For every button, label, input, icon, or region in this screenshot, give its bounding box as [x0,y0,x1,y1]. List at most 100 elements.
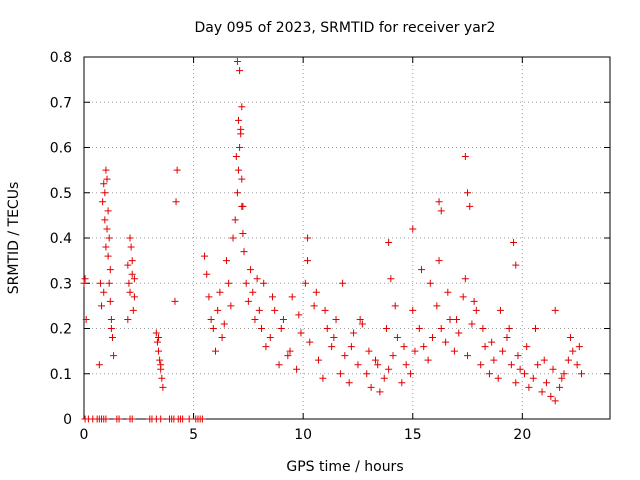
data-point [332,315,340,323]
data-point [479,325,487,332]
data-point [304,234,312,242]
data-point [293,365,301,373]
data-point [240,248,248,256]
data-point [271,306,279,314]
data-point [380,374,388,382]
data-point [374,361,382,369]
y-tick-label: 0.1 [50,367,72,383]
data-point [516,365,524,373]
data-point [490,356,498,364]
data-point [472,306,480,314]
data-point [239,202,247,210]
data-point [304,257,312,265]
x-axis-label: GPS time / hours [286,459,403,475]
data-point [481,343,489,351]
data-point [105,279,113,287]
data-point [124,261,132,269]
data-point [236,144,244,151]
data-point [268,293,276,301]
data-point [468,320,476,328]
data-point [110,352,118,360]
data-point [209,325,217,332]
data-point [103,225,111,233]
data-point [220,320,228,328]
data-point [236,67,244,75]
data-point [503,334,511,342]
data-point [260,279,268,287]
data-point [214,306,222,314]
data-point [102,415,110,423]
data-point [179,415,187,423]
data-point [551,306,559,314]
data-point [450,347,458,355]
data-point [222,257,230,265]
data-point [101,216,109,224]
data-point [569,347,577,355]
data-point [101,189,109,197]
data-point [356,315,364,323]
data-point [205,293,213,301]
data-point [494,374,502,382]
x-tick-label: 0 [80,427,89,443]
data-point [102,243,110,251]
x-tick-label: 10 [294,427,312,443]
data-point [207,315,215,323]
data-point [534,361,542,369]
data-point [453,315,461,323]
data-point [255,306,263,314]
data-point [128,257,136,265]
data-point [198,415,206,423]
data-point [387,275,395,283]
data-point [158,374,166,382]
data-point [420,343,428,351]
data-point [461,153,469,161]
data-point [505,325,513,332]
data-point [238,175,246,183]
data-point [523,343,531,351]
data-point [306,338,314,346]
data-point [428,334,436,342]
data-point [130,293,138,301]
data-point [560,370,568,378]
data-point [229,234,237,242]
x-tick-label: 20 [513,427,531,443]
data-point [275,361,283,369]
data-point [437,207,445,215]
y-tick-label: 0.6 [50,141,72,157]
data-point [98,302,106,310]
data-point [418,266,426,274]
data-point [100,180,108,188]
data-point [100,288,108,296]
data-point [347,343,355,351]
data-point [108,334,116,342]
data-point [266,334,274,342]
data-point [242,279,250,287]
data-point [99,198,107,206]
data-point [235,116,243,124]
data-point [382,325,390,332]
data-point [556,383,564,391]
data-point [444,288,452,296]
data-point [393,334,401,342]
data-point [549,365,557,373]
data-point [115,415,123,423]
data-point [455,329,463,337]
data-point [521,370,529,378]
data-point [531,325,539,332]
data-point [127,243,135,251]
data-point [80,279,88,287]
data-point [185,415,193,423]
data-point [239,229,247,237]
data-point [385,239,393,247]
data-point [212,347,219,355]
data-point [547,392,555,400]
data-point [96,279,104,287]
data-point [233,189,241,197]
data-point [277,325,285,332]
data-point [578,370,586,378]
data-point [350,329,358,337]
y-tick-label: 0.8 [50,50,72,66]
y-tick-label: 0.5 [50,186,72,202]
x-axis: 0 5 10 15 20 [80,57,531,443]
